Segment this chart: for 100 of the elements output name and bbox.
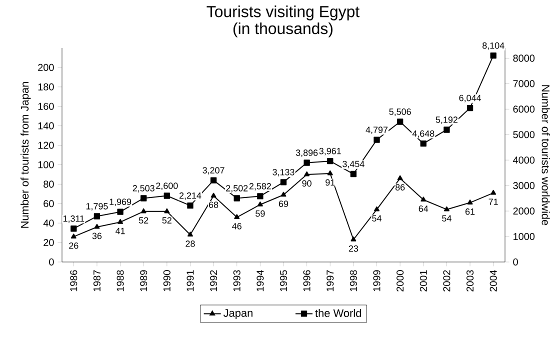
point — [396, 118, 404, 125]
data-label: 61 — [466, 208, 475, 215]
point — [327, 158, 334, 164]
x-tick-label: 1999 — [373, 270, 380, 292]
point — [94, 224, 100, 229]
point — [187, 202, 194, 209]
point — [70, 226, 77, 232]
point — [234, 195, 240, 202]
point — [350, 236, 356, 242]
data-label: 64 — [418, 206, 428, 212]
y-tick-label: 160 — [38, 102, 54, 110]
point — [304, 160, 310, 166]
data-label: 5,192 — [436, 116, 458, 124]
point — [466, 104, 474, 112]
point — [280, 192, 286, 197]
y2-tick-label: 3000 — [513, 182, 535, 190]
data-label: 36 — [92, 232, 102, 240]
x-tick-label: 1998 — [350, 270, 357, 292]
point — [210, 177, 217, 184]
point — [257, 193, 264, 200]
x-tick-label: 1989 — [140, 270, 148, 292]
x-tick-label: 2000 — [396, 270, 404, 292]
data-label: 69 — [278, 200, 288, 208]
y-tick-label: 60 — [44, 200, 54, 208]
data-label: 3,454 — [342, 160, 364, 168]
data-label: 3,133 — [272, 168, 294, 176]
data-label: 91 — [326, 179, 335, 186]
point — [420, 196, 426, 202]
data-label: 8,104 — [482, 42, 504, 50]
data-label: 90 — [302, 180, 312, 187]
point — [164, 208, 170, 214]
y-tick-label: 140 — [38, 122, 54, 130]
point — [467, 200, 473, 204]
x-tick-label: 2001 — [420, 270, 427, 292]
y2-tick-label: 5000 — [513, 131, 535, 138]
point — [70, 234, 76, 239]
x-tick-label: 1994 — [256, 270, 264, 292]
point — [164, 192, 170, 199]
point — [234, 214, 240, 220]
point — [374, 136, 380, 143]
x-tick-label: 1993 — [233, 270, 240, 292]
data-label: 1,311 — [63, 215, 84, 223]
data-label: 2,214 — [179, 192, 202, 200]
point — [350, 170, 357, 178]
y2-tick-label: 6000 — [513, 106, 535, 113]
data-label: 54 — [442, 215, 452, 222]
y2-tick-label: 0 — [513, 258, 518, 266]
y-axis-title: Number of tourists from Japan — [20, 82, 31, 228]
point — [117, 208, 124, 215]
data-label: 52 — [162, 217, 172, 224]
x-tick-label: 1996 — [303, 270, 310, 292]
y-tick-label: 0 — [49, 258, 54, 266]
point — [374, 206, 380, 212]
data-label: 2,502 — [226, 185, 248, 192]
data-label: 68 — [209, 202, 218, 208]
point — [304, 171, 310, 176]
point — [118, 219, 124, 224]
y2-tick-label: 4000 — [513, 156, 535, 164]
x-tick-label: 1988 — [116, 270, 124, 292]
point — [397, 175, 403, 180]
data-label: 2,600 — [156, 182, 178, 190]
data-label: 2,503 — [132, 185, 154, 192]
y2-tick-label: 2000 — [513, 208, 535, 215]
y-tick-label: 40 — [43, 220, 54, 227]
data-label: 26 — [69, 242, 78, 249]
data-label: 1,969 — [110, 198, 132, 206]
point — [327, 170, 333, 176]
data-label: 28 — [186, 240, 195, 247]
data-label: 4,797 — [366, 126, 388, 134]
y2-axis-title: Number of tourists worldwide — [542, 85, 550, 226]
x-tick-label: 1995 — [280, 270, 288, 292]
y-tick-label: 200 — [38, 64, 54, 71]
data-label: 3,207 — [202, 167, 224, 175]
data-label: 86 — [395, 184, 405, 190]
y2-tick-label: 8000 — [513, 54, 535, 62]
point — [94, 213, 100, 220]
x-tick-label: 1997 — [326, 270, 334, 292]
data-label: 3,961 — [319, 148, 341, 156]
data-label: 6,044 — [459, 94, 481, 102]
data-label: 3,896 — [296, 150, 318, 157]
point — [257, 202, 263, 206]
data-label: 4,648 — [412, 130, 434, 138]
point — [444, 206, 450, 212]
y2-tick-label: 1000 — [514, 233, 535, 240]
data-label: 54 — [372, 215, 382, 222]
data-label: 41 — [116, 228, 125, 234]
y-tick-label: 120 — [38, 142, 54, 149]
legend-label: Japan — [223, 309, 252, 319]
x-tick-label: 2004 — [490, 270, 497, 292]
data-label: 59 — [256, 210, 265, 217]
chart-title: Tourists visiting Egypt — [206, 6, 360, 20]
x-tick-label: 1986 — [70, 270, 78, 292]
data-label: 71 — [488, 198, 498, 205]
point — [280, 179, 287, 186]
point — [444, 126, 450, 133]
data-label: 46 — [232, 223, 242, 230]
point — [490, 190, 496, 195]
y2-tick-label: 7000 — [513, 80, 535, 88]
data-label: 1,795 — [86, 203, 108, 210]
x-tick-label: 1991 — [186, 270, 194, 292]
